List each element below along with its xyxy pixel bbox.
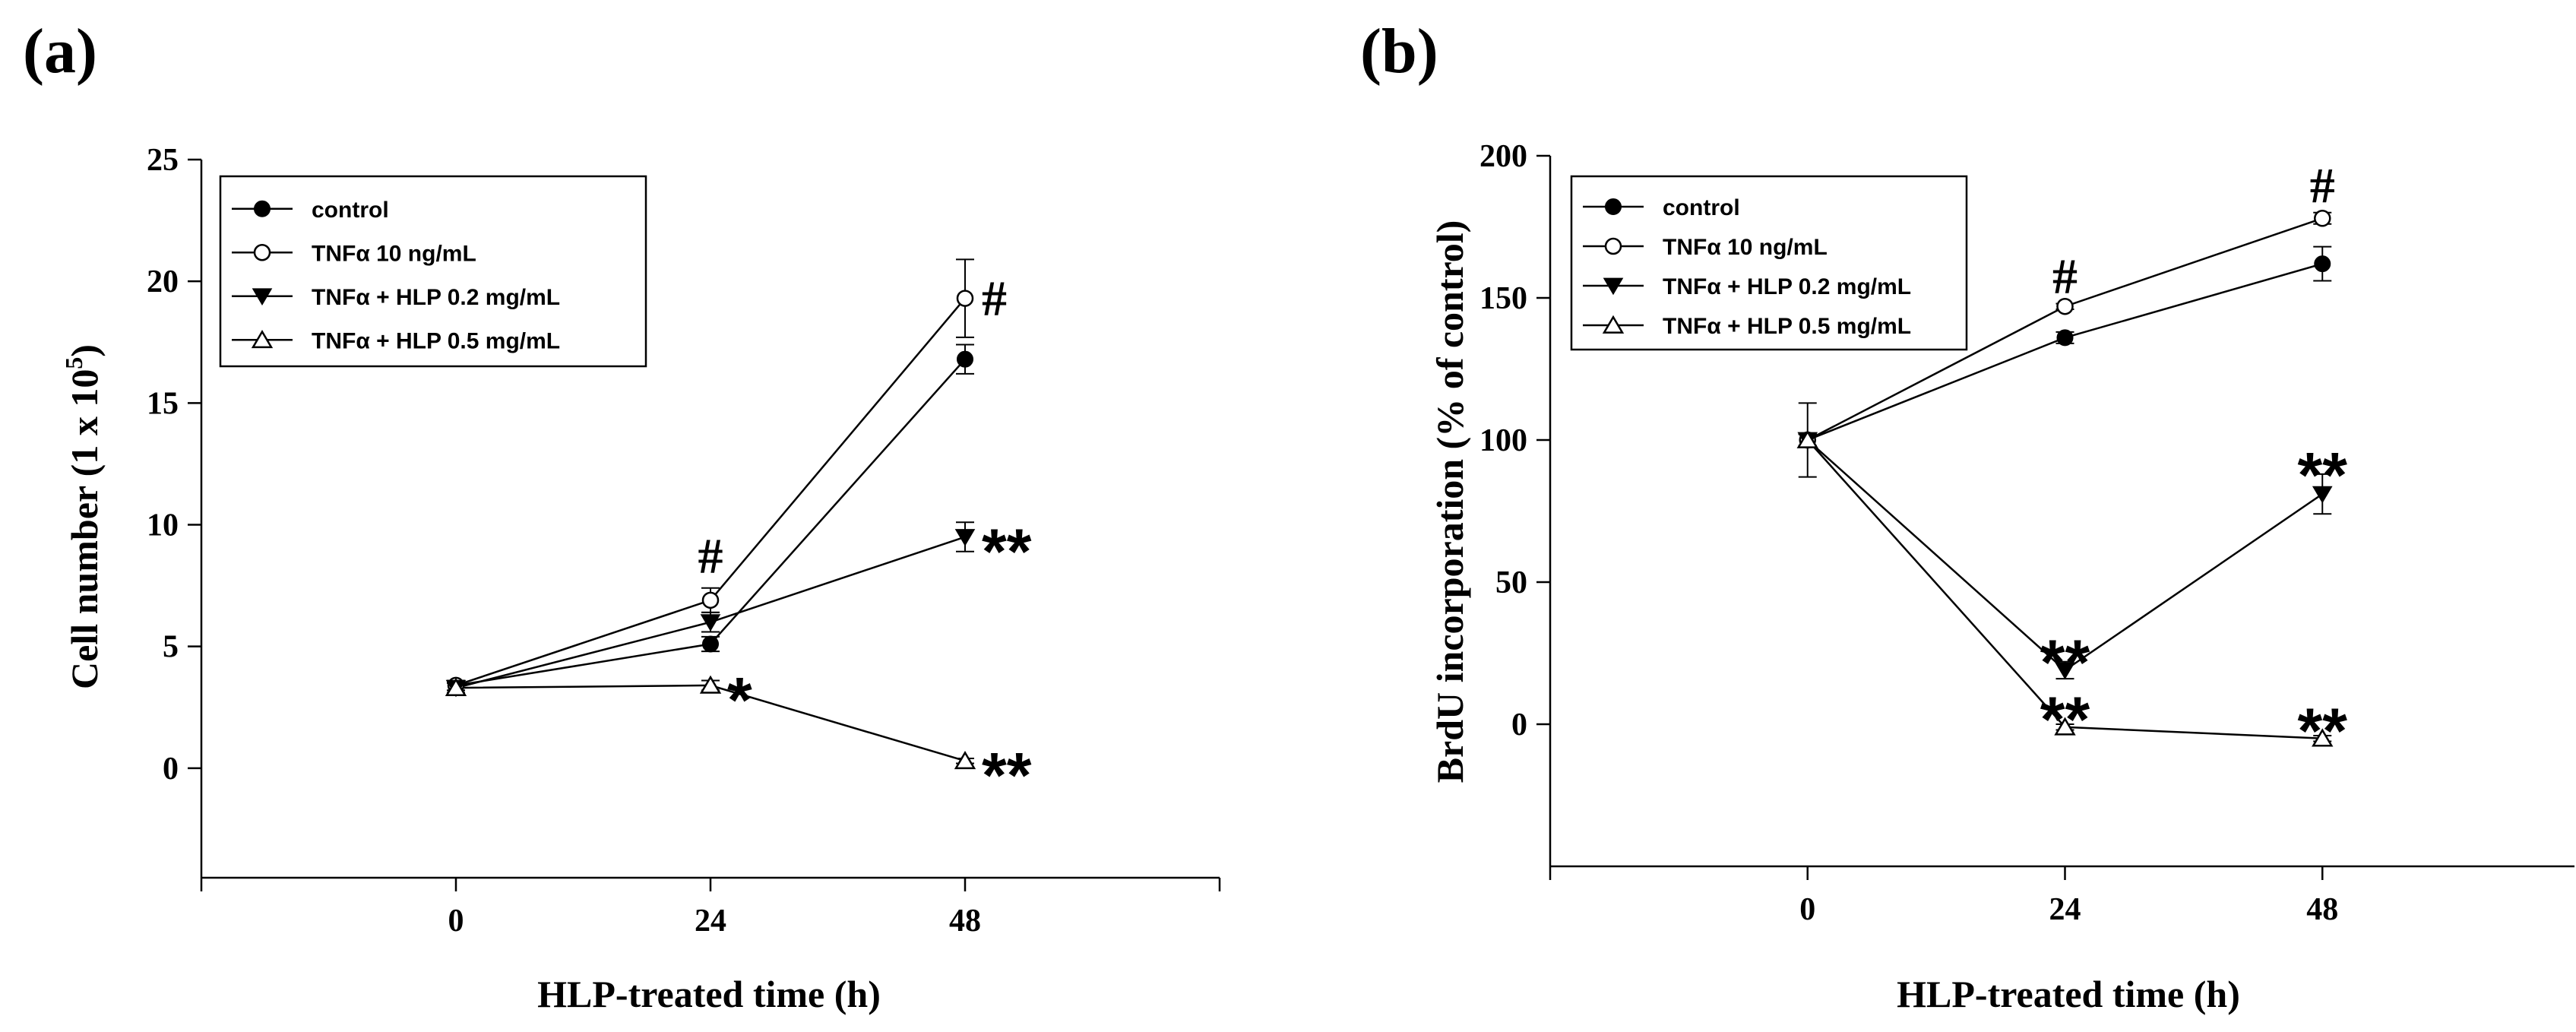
panel-b-y-axis-title-main: BrdU incorporation (% of control) [1429, 220, 1471, 783]
panel-a-legend-label: TNFα + HLP 0.2 mg/mL [312, 285, 560, 310]
panel-b-y-tick-label: 0 [1511, 708, 1527, 742]
panel-b-legend-label: TNFα + HLP 0.5 mg/mL [1663, 314, 1911, 339]
panel-b-legend-label: TNFα + HLP 0.2 mg/mL [1663, 274, 1911, 299]
panel-a-legend-marker [252, 288, 273, 306]
panel-b-significance-stars: ** [2298, 439, 2348, 511]
panel-a-series-line [455, 684, 966, 762]
panel-a-data-point [954, 529, 976, 546]
panel-b-significance-stars: ** [2298, 695, 2348, 766]
panel-a-x-axis-title: HLP-treated time (h) [537, 973, 881, 1015]
panel-a-data-point [700, 614, 721, 632]
panel-a-y-tick-label: 10 [147, 508, 179, 543]
panel-a: (a) 0 24 48 0 5 10 15 20 25 control TNFα 10 ng/mL T… [23, 16, 1221, 1015]
panel-b-significance-stars: ** [2040, 684, 2090, 755]
panel-a-data-point [957, 350, 973, 368]
panel-a-x-tick-label: 0 [448, 904, 464, 939]
panel-b-y-tick-label: 100 [1479, 423, 1527, 458]
panel-b-data-point [2056, 297, 2074, 315]
panel-b-significance-hash: # [2310, 158, 2335, 214]
panel-a-plot: 0 24 48 0 5 10 15 20 25 control TNFα 10 ng/mL TNFα … [147, 143, 1221, 939]
panel-b-label: (b) [1360, 16, 1438, 87]
panel-a-significance-stars: ** [982, 739, 1032, 811]
panel-b-y-tick-label: 50 [1495, 565, 1527, 600]
panel-b-plot: 0 24 48 0 50 100 150 200 control TNFα 10 ng/mL TNF… [1479, 139, 2574, 927]
panel-b-data-point [2314, 210, 2331, 227]
panel-b-data-point [2055, 662, 2075, 680]
panel-b-x-tick-label: 0 [1799, 892, 1815, 927]
panel-b: (b) 0 24 48 0 50 100 150 200 control TNFα 10 ng/m… [1360, 16, 2574, 1015]
panel-a-y-axis-title-superscript: 5 [60, 357, 87, 369]
panel-a-data-point [956, 290, 974, 307]
panel-b-x-axis-title: HLP-treated time (h) [1897, 973, 2240, 1015]
panel-b-data-point [2056, 329, 2074, 347]
panel-b-y-tick-label: 200 [1479, 139, 1527, 174]
panel-a-data-point [954, 750, 976, 770]
panel-a-y-tick-label: 0 [163, 752, 179, 787]
panel-a-y-tick-label: 20 [147, 264, 179, 299]
panel-a-legend-label: control [312, 198, 389, 223]
panel-a-significance-stars: ** [982, 516, 1032, 587]
panel-b-x-tick-label: 48 [2306, 892, 2338, 927]
panel-a-significance-stars: * [727, 664, 752, 736]
panel-b-legend-marker [1604, 237, 1622, 255]
panel-a-y-axis-title-end: ) [63, 344, 106, 357]
panel-a-data-point [702, 635, 719, 653]
panel-b-data-point [2312, 728, 2334, 747]
panel-b-x-tick-label: 24 [2049, 892, 2081, 927]
panel-a-y-tick-label: 25 [147, 143, 179, 178]
panel-a-legend-label: TNFα 10 ng/mL [312, 241, 476, 266]
panel-a-significance-hash: # [982, 271, 1007, 327]
panel-b-legend-marker [1605, 198, 1622, 215]
panel-b-legend-box [1570, 175, 1968, 351]
panel-b-legend-label: TNFα 10 ng/mL [1663, 235, 1828, 260]
panel-a-y-tick-label: 5 [163, 630, 179, 665]
panel-b-significance-hash: # [2052, 249, 2078, 304]
panel-a-x-tick-label: 24 [695, 904, 726, 939]
panel-a-significance-hash: # [698, 528, 723, 584]
panel-b-legend-marker [1602, 315, 1625, 334]
panel-a-legend-marker [254, 200, 271, 217]
panel-b-y-tick-label: 150 [1479, 281, 1527, 316]
panel-b-y-axis-title: BrdU incorporation (% of control) [1429, 220, 1471, 783]
panel-a-legend-label: TNFα + HLP 0.5 mg/mL [312, 328, 560, 353]
panel-b-legend-marker [1603, 277, 1624, 296]
panel-b-data-point [2054, 717, 2076, 736]
panel-a-x-tick-label: 48 [949, 904, 981, 939]
panel-a-y-axis-title: Cell number (1 x 105) [60, 344, 106, 689]
panel-a-data-point [445, 677, 467, 696]
panel-a-label: (a) [23, 16, 97, 87]
panel-a-y-axis-title-main: Cell number (1 x 10 [63, 369, 106, 689]
panel-a-data-point [701, 591, 720, 609]
panel-a-legend-marker [253, 244, 271, 261]
panel-b-data-point [2314, 255, 2331, 273]
panel-a-legend-marker [251, 329, 274, 349]
panel-b-significance-stars: ** [2040, 627, 2090, 698]
panel-b-data-point [1796, 429, 1818, 448]
panel-a-data-point [699, 675, 722, 694]
panel-b-legend-label: control [1663, 195, 1740, 220]
panel-b-data-point [2312, 486, 2333, 504]
panel-a-y-tick-label: 15 [147, 386, 179, 421]
